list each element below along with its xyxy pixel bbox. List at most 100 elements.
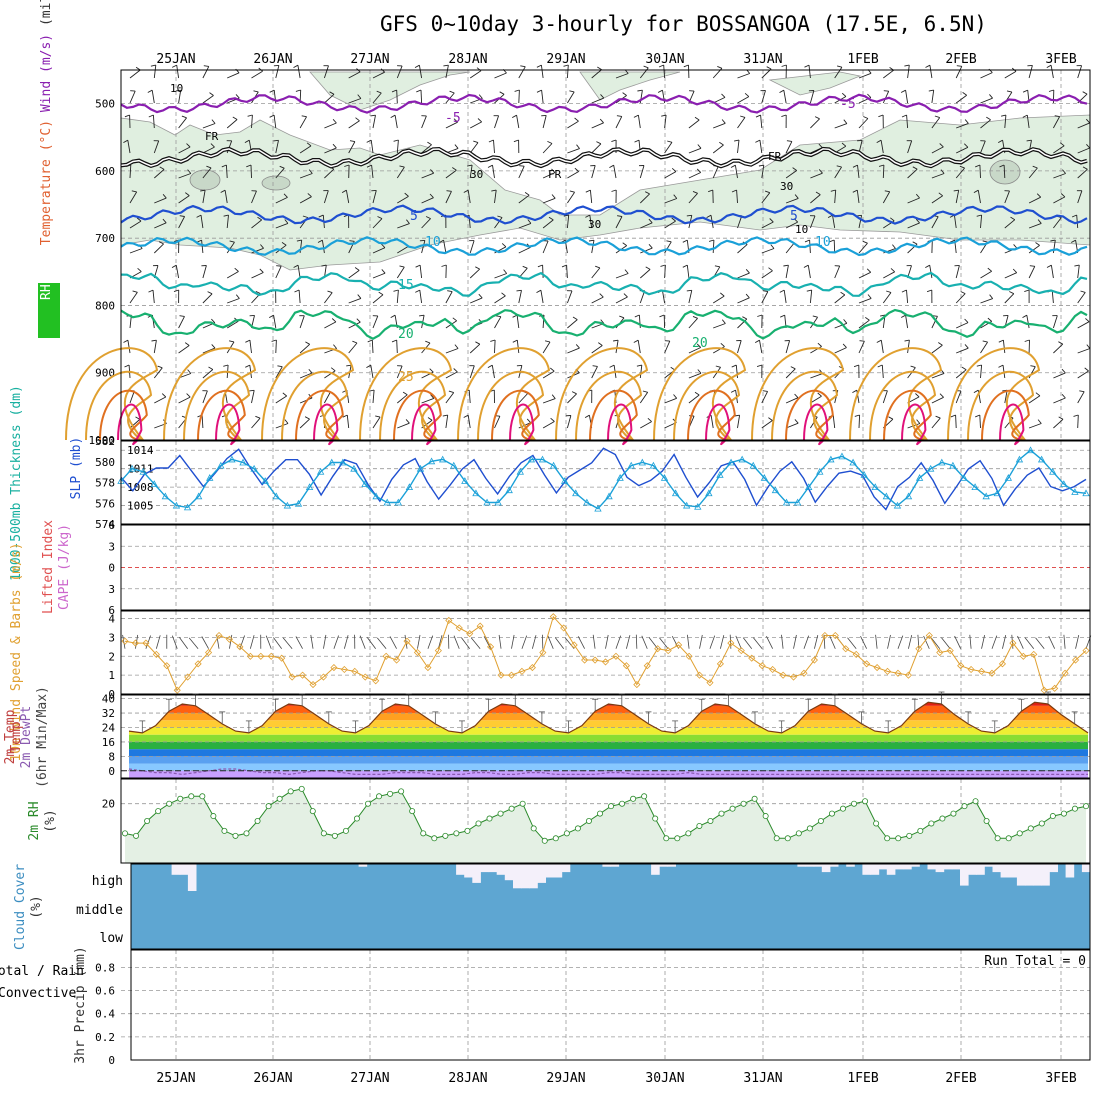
wind-barb [783, 290, 787, 304]
wind-barb [396, 339, 398, 354]
rh-marker [243, 830, 250, 837]
wind-barb-flag [976, 214, 982, 217]
wind-barb-flag [259, 268, 264, 273]
wind-barb [907, 222, 920, 229]
cloud-gap [545, 864, 555, 878]
cloud-gap [537, 864, 546, 883]
wind10m-marker [204, 648, 213, 657]
wind10m-marker [372, 677, 380, 685]
wind-barb [1004, 293, 1015, 304]
wind10m-marker [476, 622, 484, 630]
wind-barb-flag [779, 89, 785, 93]
date-label-top: 1FEB [847, 52, 878, 67]
wind-barb [542, 240, 549, 254]
temp-band [129, 713, 1088, 721]
precip-tick-label: 0.8 [95, 961, 115, 974]
wind-barb-flag [1000, 114, 1007, 117]
wind-barb [761, 165, 765, 179]
wind-barb [129, 248, 143, 254]
wind-barb [226, 271, 239, 279]
slp-marker [527, 455, 536, 463]
wind-barb-flag [1022, 314, 1028, 318]
wind-barb-flag [369, 389, 375, 392]
wind-barb-flag [592, 365, 598, 367]
wind-barb-flag [755, 139, 761, 143]
rh-marker [950, 810, 957, 817]
wind-barb [712, 295, 725, 304]
wind-barb [396, 65, 403, 79]
wind-barb-flag [730, 389, 736, 393]
wind-barb [542, 115, 547, 129]
wind10m-barb [781, 634, 784, 649]
warm-contour [883, 389, 932, 441]
wind-barb [151, 90, 155, 104]
wind-barb-flag [912, 241, 918, 245]
rh-marker [1049, 813, 1056, 820]
wind-barb [858, 215, 863, 229]
wind-barb-flag [878, 164, 885, 167]
rh-marker [1060, 810, 1067, 817]
rh-marker [221, 827, 228, 834]
pressure-tick-label: 1000 [89, 434, 116, 447]
wind-barb-flag [449, 90, 455, 94]
wind-barb [639, 165, 645, 179]
rh-marker [674, 835, 681, 842]
temp-tick-label: 32 [102, 707, 115, 720]
wind-barb [882, 390, 888, 404]
wind-barb [127, 140, 131, 154]
wind-barb-flag [366, 164, 372, 168]
slp-marker [594, 504, 602, 512]
wind-barb [540, 290, 544, 304]
wind-barb-flag [758, 164, 764, 167]
wind-barb [834, 66, 843, 79]
wind-barb-flag [697, 144, 702, 149]
wind10m-marker [863, 660, 871, 668]
wind-barb-flag [692, 315, 698, 319]
wind-barb [737, 272, 750, 279]
wind-barb-flag [253, 90, 259, 93]
wind-barb-flag [742, 316, 748, 320]
panel-frame [120, 524, 1091, 611]
slp-marker [361, 480, 369, 487]
wind-barb-flag [667, 140, 673, 143]
wind-barb [348, 297, 362, 304]
precip-legend-convective: Convective [0, 986, 76, 1001]
wind-barb [299, 196, 312, 204]
wind-barb-flag [223, 364, 229, 367]
rh-marker [453, 830, 460, 837]
wind-barb-flag [443, 64, 449, 67]
wind10m-barb [417, 634, 421, 649]
wind-barb-flag [925, 264, 930, 268]
temp-band [129, 741, 1088, 750]
wind-barb-flag [179, 315, 185, 317]
wind-barb-flag [817, 392, 822, 397]
upper-ylabel-part: RH (%) [39, 253, 54, 300]
chart-title: GFS 0~10day 3-hourly for BOSSANGOA (17.5… [380, 12, 987, 36]
wind-barb-flag [452, 167, 457, 171]
wind10m-marker [487, 643, 495, 651]
wind-barb [759, 140, 763, 154]
rh-marker [353, 815, 360, 822]
wind10m-marker [215, 631, 223, 640]
wind10m-marker [121, 637, 129, 645]
slp-marker [971, 483, 979, 491]
temp-line [128, 701, 1089, 734]
wind-barb-flag [1080, 290, 1086, 293]
wind-barb [663, 64, 666, 79]
wind10m-marker [789, 673, 798, 681]
wind-barb-flag [391, 339, 397, 343]
wind-barb [516, 340, 520, 354]
wind-barb-flag [526, 418, 531, 423]
wind-barb [907, 140, 913, 154]
wind-barb-flag [938, 192, 943, 197]
date-label-top: 28JAN [448, 52, 487, 67]
wind-barb-flag [598, 342, 603, 346]
wind-barb [299, 116, 307, 129]
cloud-gap [651, 864, 660, 875]
wind-barb-flag [666, 240, 672, 243]
wind-barb-flag [569, 90, 575, 93]
wind10m-barb [1075, 635, 1080, 649]
wind-barb-flag [452, 317, 457, 322]
wind-barb-flag [976, 364, 982, 367]
cloud-gap [488, 864, 498, 873]
